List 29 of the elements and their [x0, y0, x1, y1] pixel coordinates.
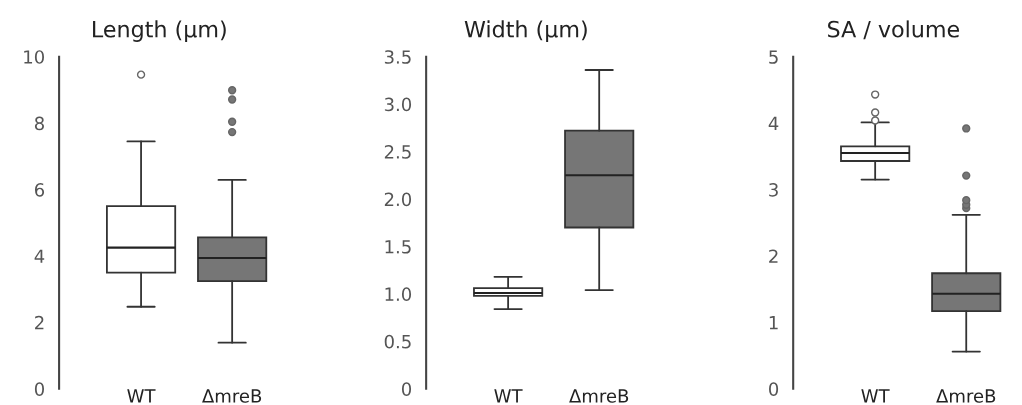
- chart-title: Length (µm): [93, 20, 226, 42]
- y-tick-label: 3: [769, 183, 778, 197]
- y-tick-label: 2.0: [384, 192, 412, 207]
- y-tick-label: 2: [35, 315, 44, 330]
- y-tick-label: 1.5: [385, 240, 411, 254]
- y-tick-label: 2.5: [384, 145, 411, 159]
- y-tick-label: 0: [34, 382, 45, 396]
- y-tick-label: 3.5: [384, 50, 411, 64]
- y-tick-label: 6: [34, 183, 45, 197]
- y-tick-label: 0: [401, 382, 412, 396]
- y-tick-label: 10: [24, 50, 45, 64]
- x-tick-label: WT: [861, 389, 890, 403]
- y-tick-label: 1.0: [385, 287, 412, 302]
- y-tick-label: 4: [768, 116, 779, 130]
- x-tick-label: WT: [494, 389, 523, 403]
- y-tick-label: 8: [34, 116, 44, 131]
- x-tick-label: WT: [127, 389, 156, 403]
- y-tick-label: 4: [34, 249, 45, 263]
- y-tick-label: 0: [769, 382, 779, 396]
- y-tick-label: 2: [769, 249, 778, 263]
- y-tick-label: 0.5: [384, 334, 411, 349]
- y-tick-label: 5: [769, 50, 778, 64]
- x-tick-label: ΔmreB: [936, 389, 996, 403]
- y-tick-label: 3.0: [384, 97, 412, 112]
- chart-title: SA / volume: [828, 20, 960, 40]
- chart-title: Width (µm): [464, 20, 587, 42]
- x-tick-label: ΔmreB: [569, 389, 629, 403]
- y-tick-label: 1: [769, 316, 778, 330]
- x-tick-label: ΔmreB: [202, 389, 262, 403]
